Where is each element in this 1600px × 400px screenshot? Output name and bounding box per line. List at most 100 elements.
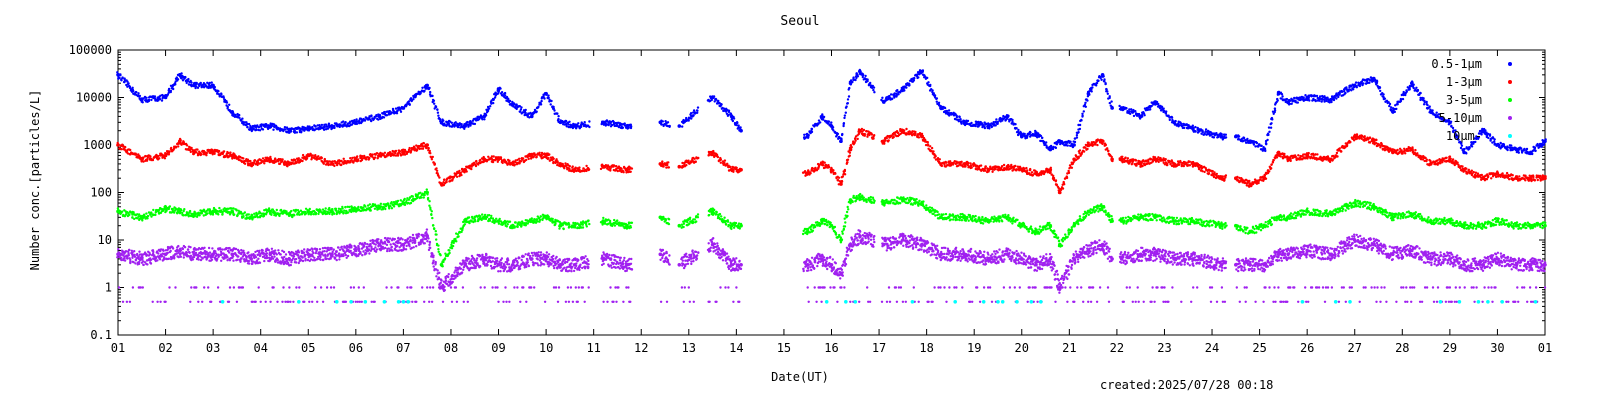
data-point <box>1330 100 1333 104</box>
data-point <box>464 124 467 128</box>
data-point <box>714 98 718 101</box>
data-point <box>355 118 358 121</box>
data-point <box>475 159 478 163</box>
data-point <box>932 150 935 153</box>
data-point <box>836 132 840 136</box>
data-point <box>261 160 264 163</box>
data-point <box>1264 177 1268 180</box>
data-point <box>1422 97 1425 100</box>
data-point <box>278 162 281 166</box>
data-point <box>385 114 389 117</box>
data-point <box>425 145 428 149</box>
data-point <box>199 82 202 85</box>
data-point <box>660 123 663 126</box>
data-point <box>717 159 720 163</box>
data-point <box>1191 125 1194 128</box>
data-point <box>969 162 972 165</box>
data-point <box>719 161 722 164</box>
data-point <box>149 155 152 158</box>
x-tick-label: 22 <box>1110 341 1124 355</box>
data-point <box>1263 174 1267 177</box>
data-point <box>1270 122 1273 125</box>
data-point <box>286 127 290 131</box>
data-point <box>419 91 422 94</box>
data-point <box>370 119 373 123</box>
data-point <box>175 76 178 79</box>
data-point <box>1014 123 1017 126</box>
data-point <box>248 159 251 163</box>
data-point <box>1315 94 1319 98</box>
data-point <box>533 153 536 156</box>
data-point <box>407 100 411 103</box>
data-point <box>1017 128 1020 132</box>
data-point <box>1514 146 1517 150</box>
data-point <box>666 163 669 167</box>
data-point <box>402 107 406 110</box>
data-point <box>804 136 807 139</box>
x-tick-label: 11 <box>586 341 600 355</box>
data-point <box>974 124 977 128</box>
data-point <box>1383 97 1387 100</box>
data-point <box>1151 160 1155 163</box>
data-point <box>1431 109 1434 112</box>
data-point <box>1246 137 1249 141</box>
data-point <box>897 93 900 96</box>
data-point <box>1312 97 1315 101</box>
data-point <box>1128 161 1131 164</box>
data-point <box>1007 114 1010 118</box>
data-point <box>487 155 490 158</box>
data-point <box>431 94 434 98</box>
data-point <box>503 91 507 95</box>
data-point <box>518 110 522 113</box>
data-point <box>1029 131 1032 134</box>
data-point <box>1108 96 1111 100</box>
data-point <box>550 99 553 103</box>
x-tick-label: 23 <box>1157 341 1171 355</box>
data-point <box>147 99 151 103</box>
data-point <box>856 75 860 78</box>
data-point <box>394 151 397 155</box>
data-point <box>577 122 580 125</box>
data-point <box>1157 102 1160 106</box>
data-point <box>1201 170 1204 173</box>
data-point <box>1247 180 1251 183</box>
data-point <box>881 96 884 100</box>
data-point <box>668 125 671 128</box>
data-point <box>196 148 199 151</box>
data-point <box>547 157 550 160</box>
data-point <box>858 68 861 72</box>
data-point <box>937 101 941 105</box>
data-point <box>1281 95 1284 98</box>
data-point <box>929 145 932 148</box>
data-point <box>1460 144 1464 147</box>
data-point <box>1155 100 1159 104</box>
data-point <box>184 75 187 79</box>
data-point <box>138 156 142 159</box>
data-point <box>295 131 299 134</box>
data-point <box>1091 144 1094 147</box>
data-point <box>458 169 461 173</box>
data-point <box>354 122 357 126</box>
data-point <box>460 123 463 126</box>
data-point <box>1095 140 1098 143</box>
data-point <box>555 158 558 161</box>
data-point <box>221 152 225 155</box>
data-point <box>267 124 270 127</box>
data-point <box>1111 107 1114 110</box>
data-point <box>229 151 232 154</box>
data-point <box>1166 163 1169 167</box>
data-point <box>492 155 495 158</box>
data-point <box>557 115 560 118</box>
data-point <box>246 125 249 129</box>
data-point <box>302 126 306 129</box>
data-point <box>970 166 973 169</box>
data-point <box>1354 81 1358 84</box>
data-point <box>1450 124 1453 128</box>
data-point <box>1204 128 1208 131</box>
data-point <box>1014 164 1017 168</box>
data-point <box>434 105 438 109</box>
data-point <box>1242 136 1246 140</box>
series-1 <box>116 68 1547 156</box>
data-point <box>1416 89 1419 93</box>
